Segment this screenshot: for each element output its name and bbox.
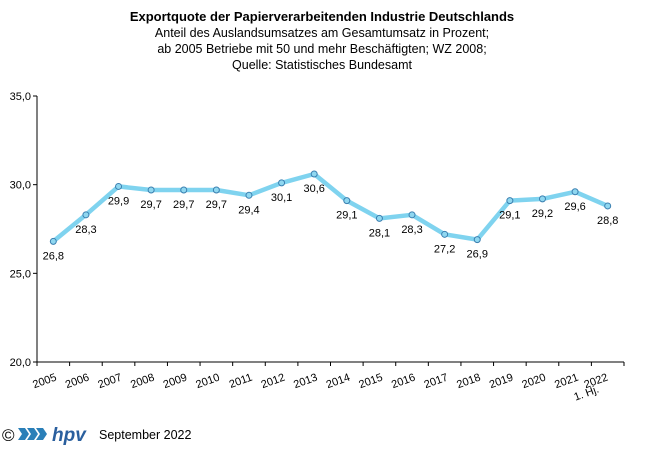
series-line [49, 170, 612, 245]
copyright-symbol: © [2, 426, 15, 445]
data-label: 29,7 [140, 199, 161, 211]
data-label: 29,4 [238, 204, 259, 216]
data-point [147, 186, 155, 194]
x-tick-label: 2015 [357, 372, 384, 392]
chart-subtitle-line-2: ab 2005 Betriebe mit 50 und mehr Beschäf… [157, 42, 486, 56]
chart-subtitle-line-3: Quelle: Statistisches Bundesamt [232, 58, 412, 72]
y-tick-label: 30,0 [10, 180, 31, 192]
x-tick-label: 2010 [194, 372, 221, 392]
data-label: 29,7 [206, 199, 227, 211]
x-tick-label: 1. Hj. [572, 384, 600, 404]
logo-text: hpv [52, 425, 87, 446]
data-point [212, 186, 220, 194]
data-label: 29,6 [564, 201, 585, 213]
data-point [115, 182, 123, 190]
data-point [82, 211, 90, 219]
data-label: 28,1 [369, 227, 390, 239]
x-tick-label: 2009 [162, 372, 189, 392]
x-tick-label: 2013 [292, 372, 319, 392]
data-point [408, 211, 416, 219]
x-tick-label: 2021 [553, 372, 580, 392]
data-point [506, 197, 514, 205]
x-tick-label: 2008 [129, 372, 156, 392]
chart-title: Exportquote der Papierverarbeitenden Ind… [130, 9, 514, 24]
x-tick-labels: 2005 2006 2007 2008 2009 2010 2011 2012 2013 2014… [31, 372, 610, 404]
data-point [310, 170, 318, 178]
hpv-logo: © hpv [2, 425, 87, 446]
x-tick-label: 2016 [390, 372, 417, 392]
footer-date: September 2022 [99, 428, 192, 442]
x-tick-label: 2019 [488, 372, 515, 392]
x-tick-label: 2007 [96, 372, 123, 392]
data-label: 28,3 [75, 224, 96, 236]
data-label: 29,1 [336, 210, 357, 222]
x-tick-label: 2006 [64, 372, 91, 392]
data-point [375, 214, 383, 222]
y-tick-label: 35,0 [10, 91, 31, 103]
data-point [49, 237, 57, 245]
data-label: 30,1 [271, 192, 292, 204]
data-labels: 26,8 28,3 29,9 29,7 29,7 29,7 29,4 30,1 30,6 29,1… [43, 183, 619, 262]
data-label: 29,9 [108, 195, 129, 207]
data-point [245, 191, 253, 199]
data-point [571, 188, 579, 196]
data-label: 27,2 [434, 243, 455, 255]
y-tick-label: 20,0 [10, 357, 31, 369]
data-point [441, 230, 449, 238]
data-label: 29,2 [532, 208, 553, 220]
data-label: 26,9 [467, 249, 488, 261]
x-tick-label: 2017 [423, 372, 450, 392]
y-tick-label: 25,0 [10, 268, 31, 280]
chart-subtitle-line-1: Anteil des Auslandsumsatzes am Gesamtums… [155, 26, 489, 40]
x-tick-label: 2014 [325, 372, 352, 392]
series-path [51, 171, 610, 244]
data-label: 28,8 [597, 215, 618, 227]
data-point [538, 195, 546, 203]
data-label: 28,3 [401, 224, 422, 236]
x-tick-label: 2012 [259, 372, 286, 392]
data-point [343, 197, 351, 205]
data-point [278, 179, 286, 187]
axes: 20,0 25,0 30,0 35,0 [10, 91, 625, 369]
data-label: 29,1 [499, 210, 520, 222]
x-tick-label: 2020 [520, 372, 547, 392]
logo-arrows-icon [18, 428, 47, 440]
data-label: 29,7 [173, 199, 194, 211]
data-point [473, 236, 481, 244]
x-tick-label: 2011 [228, 372, 254, 391]
x-tick-label: 2018 [455, 372, 482, 392]
data-point [604, 202, 612, 210]
data-label: 30,6 [303, 183, 324, 195]
x-tick-label: 2005 [31, 372, 58, 392]
data-point [180, 186, 188, 194]
data-label: 26,8 [43, 250, 64, 262]
